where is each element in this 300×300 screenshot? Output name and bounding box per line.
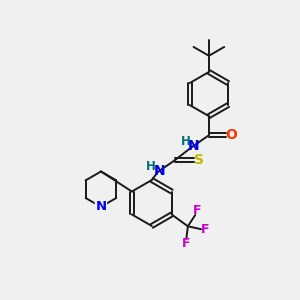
Text: F: F <box>201 223 210 236</box>
Text: N: N <box>188 139 199 153</box>
Text: S: S <box>194 153 204 167</box>
Text: O: O <box>225 128 237 142</box>
Text: N: N <box>95 200 106 213</box>
Text: N: N <box>153 164 165 178</box>
Text: H: H <box>180 135 190 148</box>
Text: F: F <box>192 204 201 217</box>
Text: F: F <box>182 237 190 250</box>
Text: H: H <box>146 160 156 173</box>
